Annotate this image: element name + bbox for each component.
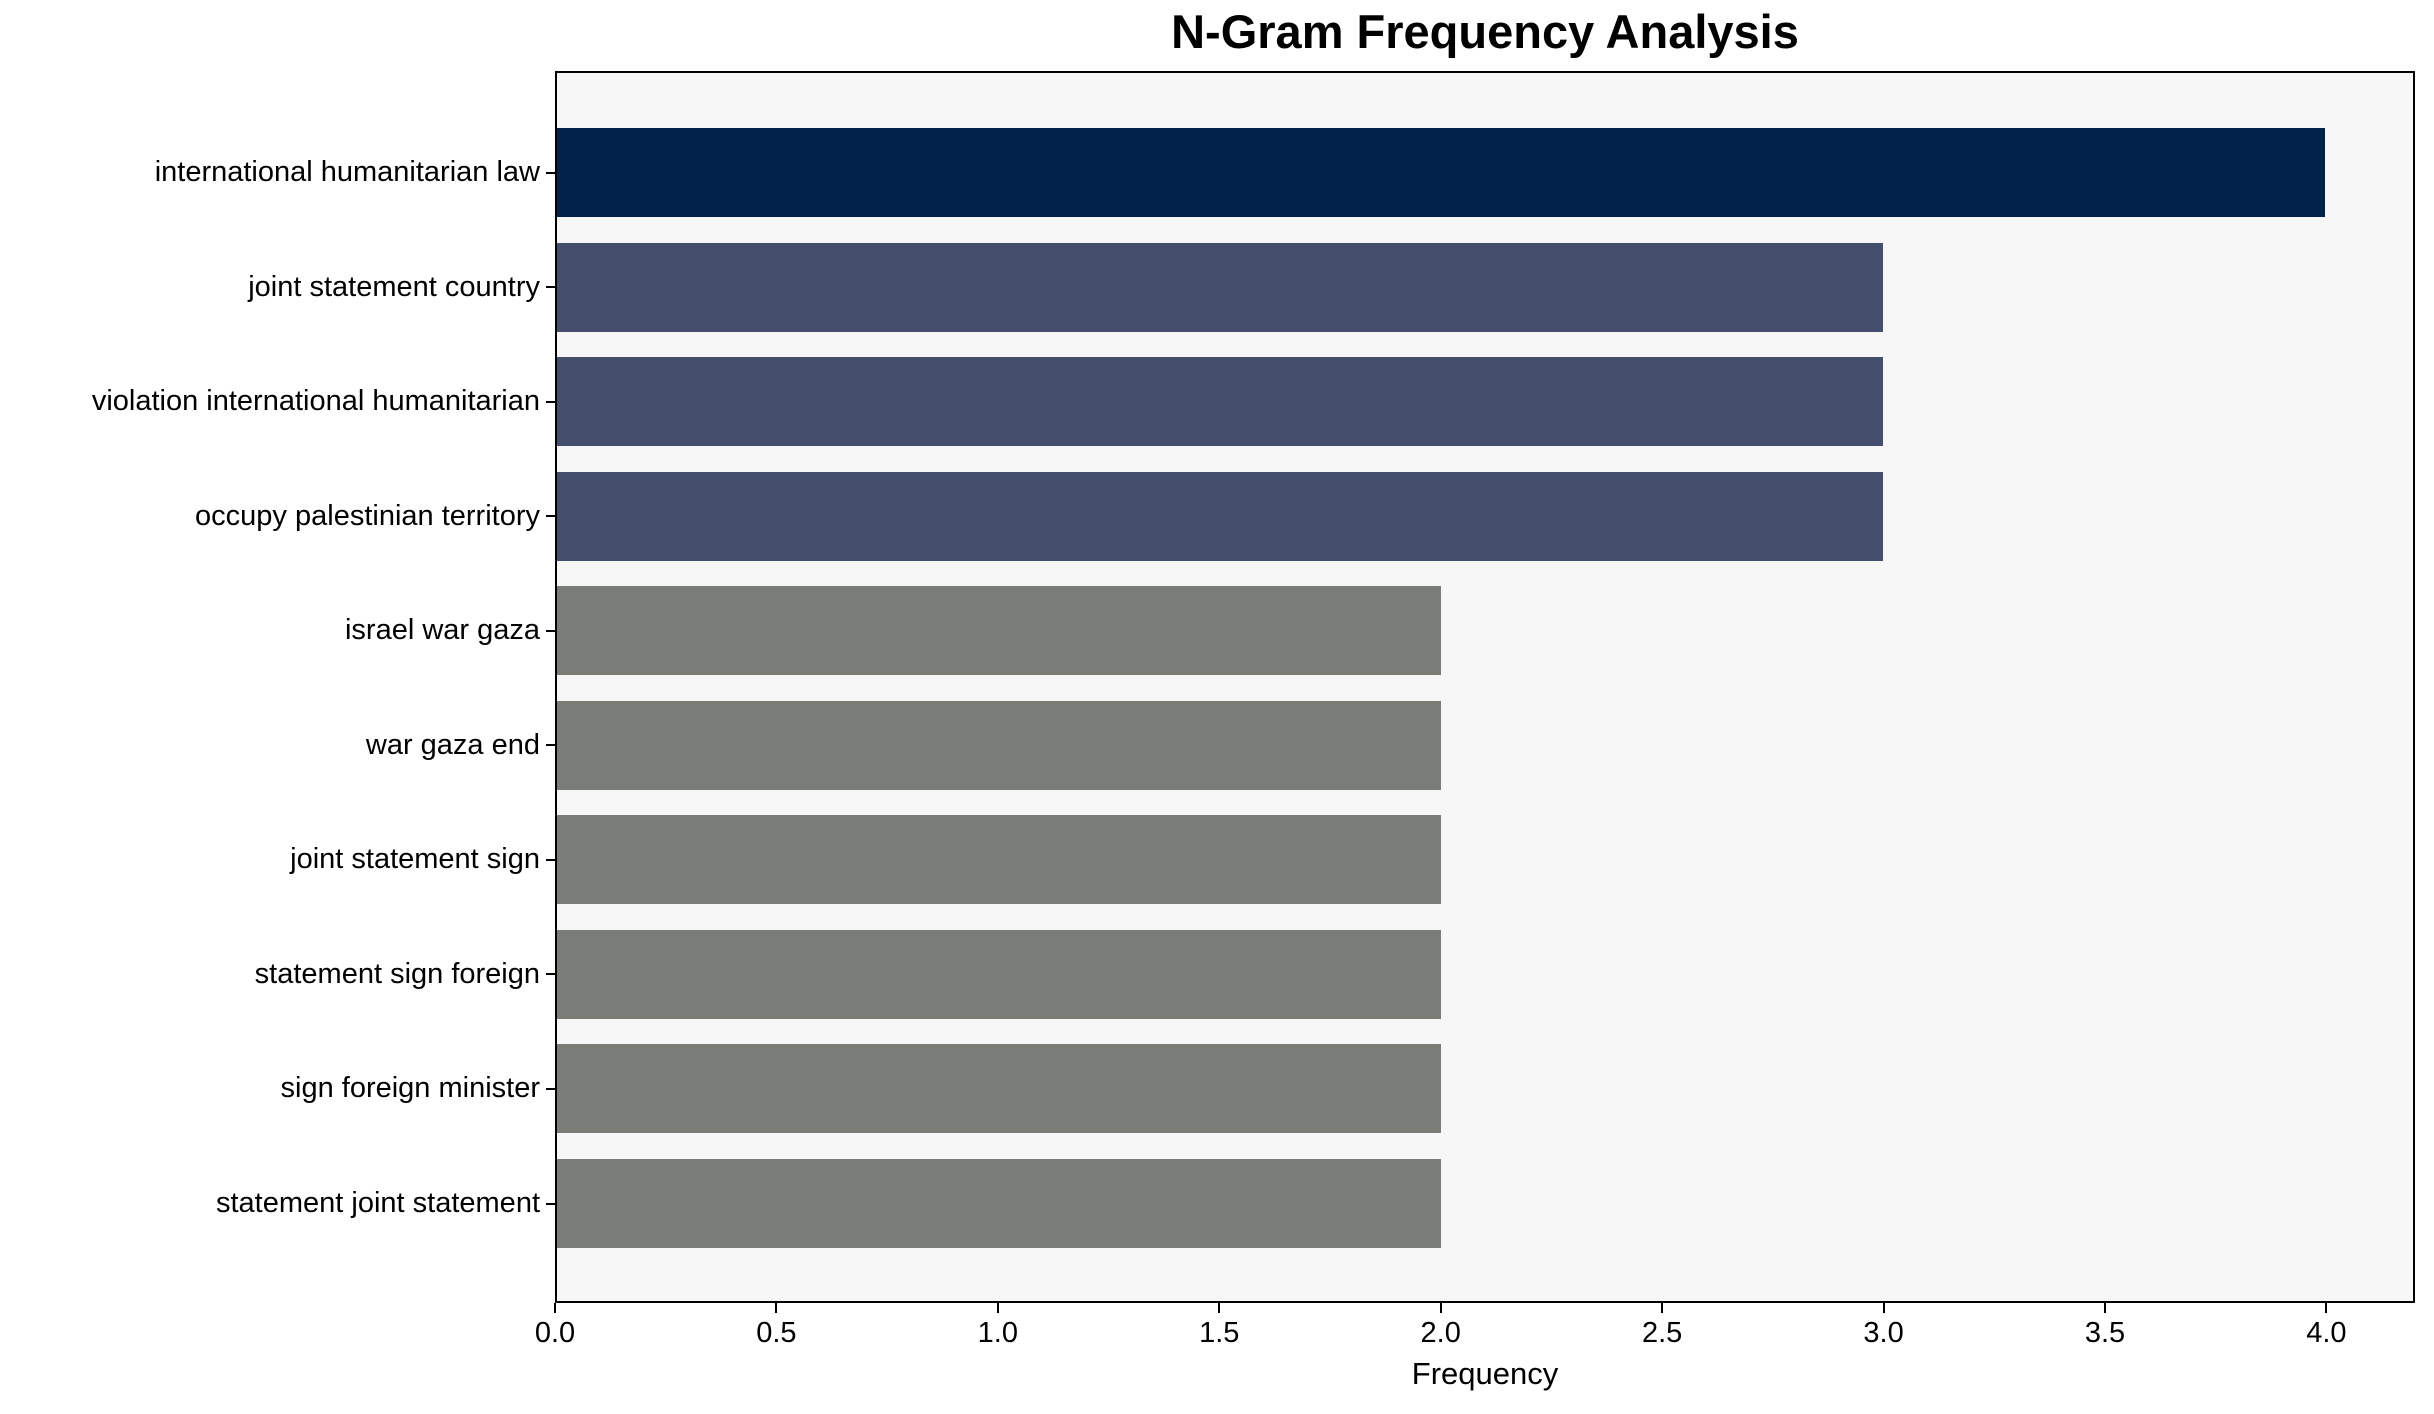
- bar: [557, 1159, 1441, 1248]
- bar: [557, 1044, 1441, 1134]
- x-axis-tick-mark: [554, 1303, 556, 1313]
- bar: [557, 357, 1883, 447]
- x-axis-tick-label: 3.0: [1863, 1317, 1904, 1349]
- x-axis-tick-label: 1.5: [1199, 1317, 1240, 1349]
- chart-title: N-Gram Frequency Analysis: [1171, 5, 1799, 58]
- y-axis-tick-mark: [546, 858, 555, 861]
- bar: [557, 700, 1441, 790]
- y-axis-category-label: israel war gaza: [344, 614, 540, 647]
- x-axis-tick-label: 0.5: [756, 1317, 797, 1349]
- bar: [557, 128, 2325, 217]
- x-axis-tick-label: 0.0: [534, 1317, 576, 1349]
- y-axis-tick-mark: [546, 286, 555, 289]
- y-axis-category-label: sign foreign minister: [280, 1072, 541, 1105]
- bar: [557, 242, 1883, 332]
- y-axis-category-label: violation international humanitarian: [91, 385, 540, 418]
- y-axis-tick-mark: [546, 171, 555, 174]
- x-axis-tick-mark: [775, 1303, 778, 1313]
- y-axis-category-label: statement sign foreign: [254, 957, 540, 990]
- y-axis-tick-mark: [546, 1202, 555, 1205]
- x-axis-tick-label: 2.5: [1641, 1317, 1683, 1349]
- y-axis-category-label: joint statement country: [248, 270, 540, 303]
- x-axis-tick-mark: [1661, 1303, 1664, 1313]
- y-axis-tick-mark: [546, 629, 555, 632]
- y-axis-tick-mark: [546, 400, 555, 403]
- x-axis-tick-mark: [996, 1303, 999, 1313]
- x-axis-tick-mark: [1218, 1303, 1221, 1313]
- x-axis-tick-label: 1.0: [977, 1317, 1018, 1349]
- y-axis-tick-mark: [546, 973, 555, 976]
- bar: [557, 815, 1441, 905]
- plot-area: [555, 71, 2415, 1303]
- x-axis-tick-label: 3.5: [2084, 1317, 2126, 1349]
- bar: [557, 929, 1441, 1019]
- bar: [557, 586, 1441, 676]
- x-axis-tick-mark: [2104, 1303, 2106, 1313]
- y-axis-tick-mark: [546, 1087, 555, 1090]
- y-axis-category-label: statement joint statement: [216, 1187, 540, 1219]
- x-axis-tick-label: 4.0: [2306, 1317, 2347, 1349]
- x-axis-tick-mark: [1439, 1303, 1442, 1313]
- y-axis-tick-mark: [546, 744, 555, 747]
- x-axis-tick-mark: [2325, 1303, 2328, 1313]
- y-axis-tick-mark: [546, 515, 555, 518]
- bar: [557, 471, 1883, 561]
- x-axis-tick-mark: [1882, 1303, 1885, 1313]
- y-axis-category-label: war gaza end: [365, 728, 540, 761]
- y-axis-category-label: international humanitarian law: [154, 156, 540, 188]
- y-axis-category-label: occupy palestinian territory: [195, 499, 540, 532]
- x-axis-tick-label: 2.0: [1420, 1317, 1461, 1349]
- x-axis-label: Frequency: [1411, 1356, 1559, 1391]
- y-axis-category-label: joint statement sign: [290, 843, 540, 876]
